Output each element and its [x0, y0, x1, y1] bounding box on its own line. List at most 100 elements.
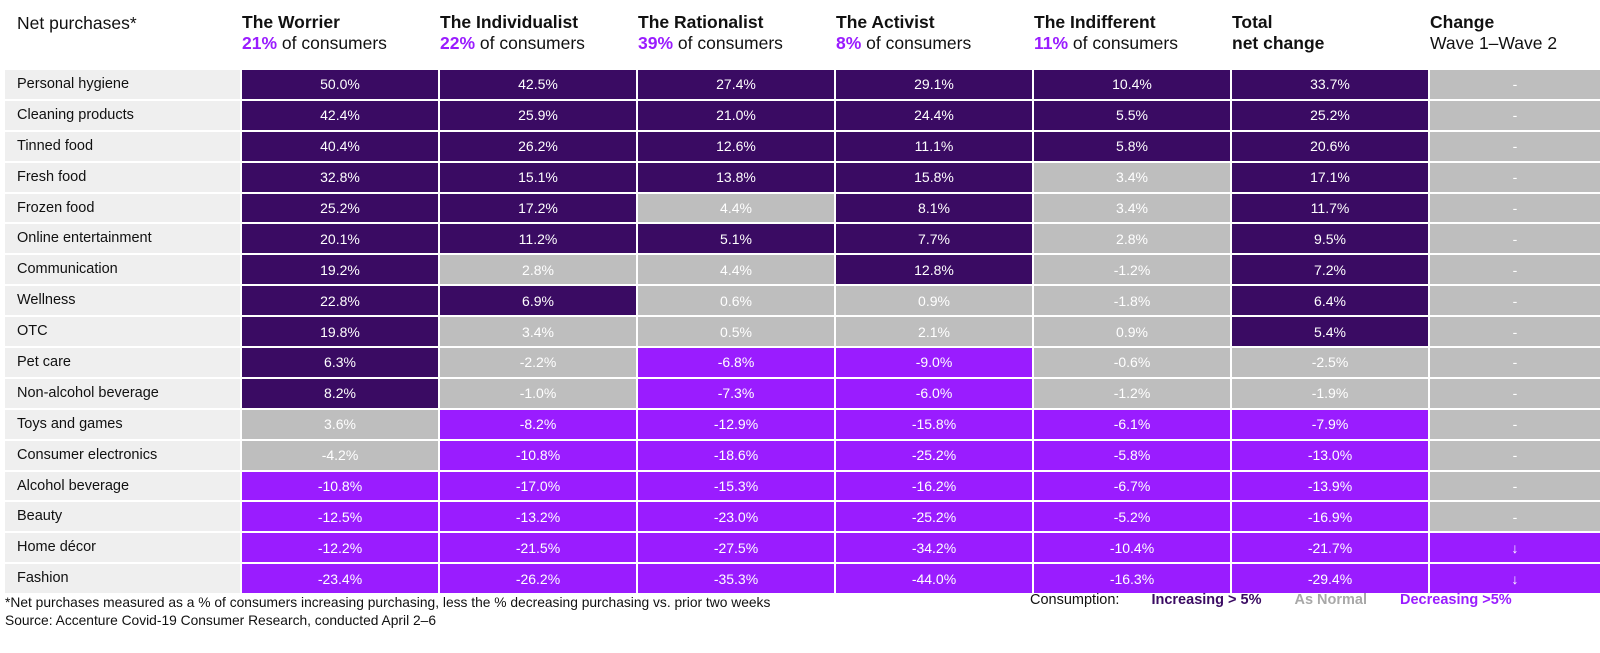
data-cell: 0.9% [1034, 317, 1230, 347]
data-cell: -10.8% [440, 440, 636, 470]
legend-increasing: Increasing > 5% [1151, 592, 1262, 608]
row-label: Personal hygiene [5, 70, 240, 99]
data-cell: 40.4% [242, 131, 438, 161]
data-cell: 2.8% [440, 255, 636, 285]
data-cell: 5.5% [1034, 100, 1230, 130]
data-cell: -16.3% [1034, 564, 1230, 594]
data-cell: -4.2% [242, 440, 438, 470]
data-cell: 11.7% [1232, 193, 1428, 223]
data-cell: - [1430, 409, 1600, 439]
data-cell: - [1430, 131, 1600, 161]
data-cell: 3.6% [242, 409, 438, 439]
column-subtitle-text: of consumers [861, 33, 972, 53]
column-header-1: The Individualist 22% of consumers [440, 0, 638, 70]
data-cell: -35.3% [638, 564, 834, 594]
data-cell: 27.4% [638, 70, 834, 99]
legend-normal: As Normal [1294, 592, 1368, 608]
row-label: Pet care [5, 348, 240, 377]
purchases-table: Net purchases* The Worrier 21% of consumer… [5, 0, 1600, 594]
column-share-pct: 21% [242, 33, 278, 53]
row-label: Non-alcohol beverage [5, 378, 240, 408]
row-header-title: Net purchases* [17, 13, 137, 33]
data-cell: 11.2% [440, 224, 636, 254]
data-cell: 0.9% [836, 286, 1032, 316]
footnote-source: Source: Accenture Covid-19 Consumer Rese… [5, 613, 437, 628]
data-cell: -1.2% [1034, 378, 1230, 408]
data-cell: 17.1% [1232, 162, 1428, 192]
data-cell: -9.0% [836, 348, 1032, 377]
column-title: The Individualist [440, 12, 579, 32]
data-cell: - [1430, 255, 1600, 285]
data-cell: 42.5% [440, 70, 636, 99]
data-cell: -8.2% [440, 409, 636, 439]
column-subtitle: net change [1232, 33, 1430, 54]
column-title: The Rationalist [638, 12, 764, 32]
row-label: OTC [5, 317, 240, 347]
data-cell: -12.5% [242, 502, 438, 532]
data-cell: 5.4% [1232, 317, 1428, 347]
data-cell: -1.9% [1232, 378, 1428, 408]
row-label: Wellness [5, 286, 240, 316]
column-share-pct: 39% [638, 33, 674, 53]
data-cell: 9.5% [1232, 224, 1428, 254]
data-cell: -13.2% [440, 502, 636, 532]
data-cell: -6.1% [1034, 409, 1230, 439]
column-header-3: The Activist 8% of consumers [836, 0, 1034, 70]
data-cell: -6.0% [836, 378, 1032, 408]
column-subtitle: 39% of consumers [638, 33, 836, 54]
footnote-definition: *Net purchases measured as a % of consum… [5, 595, 771, 610]
data-cell: -21.7% [1232, 533, 1428, 563]
data-cell: 13.8% [638, 162, 834, 192]
footnote: *Net purchases measured as a % of consum… [5, 594, 770, 630]
column-subtitle-text: net change [1232, 33, 1325, 53]
data-cell: 29.1% [836, 70, 1032, 99]
row-label: Consumer electronics [5, 440, 240, 470]
data-cell: -10.8% [242, 471, 438, 501]
data-cell: 2.1% [836, 317, 1032, 347]
data-cell: -12.2% [242, 533, 438, 563]
data-cell: -2.2% [440, 348, 636, 377]
column-header-0: The Worrier 21% of consumers [242, 0, 440, 70]
data-cell: 4.4% [638, 193, 834, 223]
data-cell: 2.8% [1034, 224, 1230, 254]
data-cell: 4.4% [638, 255, 834, 285]
column-subtitle: 8% of consumers [836, 33, 1034, 54]
data-cell: 42.4% [242, 100, 438, 130]
legend-label: Consumption: [1030, 592, 1120, 608]
data-cell: -5.8% [1034, 440, 1230, 470]
row-label: Tinned food [5, 131, 240, 161]
data-cell: -26.2% [440, 564, 636, 594]
data-cell: ↓ [1430, 533, 1600, 563]
data-cell: 6.4% [1232, 286, 1428, 316]
data-cell: -10.4% [1034, 533, 1230, 563]
column-title: Change [1430, 12, 1495, 32]
data-cell: 21.0% [638, 100, 834, 130]
column-subtitle-text: of consumers [277, 33, 387, 53]
data-cell: 25.2% [1232, 100, 1428, 130]
data-cell: 33.7% [1232, 70, 1428, 99]
data-cell: 24.4% [836, 100, 1032, 130]
data-cell: 0.5% [638, 317, 834, 347]
data-cell: -23.4% [242, 564, 438, 594]
data-cell: 19.8% [242, 317, 438, 347]
row-label: Online entertainment [5, 224, 240, 254]
data-cell: 7.7% [836, 224, 1032, 254]
data-cell: - [1430, 193, 1600, 223]
data-cell: 15.1% [440, 162, 636, 192]
data-cell: - [1430, 378, 1600, 408]
data-cell: 3.4% [1034, 193, 1230, 223]
data-cell: -16.9% [1232, 502, 1428, 532]
data-cell: 25.2% [242, 193, 438, 223]
data-cell: 12.8% [836, 255, 1032, 285]
row-label: Fashion [5, 564, 240, 594]
data-cell: - [1430, 317, 1600, 347]
data-cell: -17.0% [440, 471, 636, 501]
data-cell: -15.3% [638, 471, 834, 501]
column-subtitle-text: of consumers [673, 33, 783, 53]
data-cell: 19.2% [242, 255, 438, 285]
data-cell: 12.6% [638, 131, 834, 161]
column-subtitle: Wave 1–Wave 2 [1430, 33, 1600, 54]
data-cell: 17.2% [440, 193, 636, 223]
data-cell: 6.9% [440, 286, 636, 316]
data-cell: -6.8% [638, 348, 834, 377]
